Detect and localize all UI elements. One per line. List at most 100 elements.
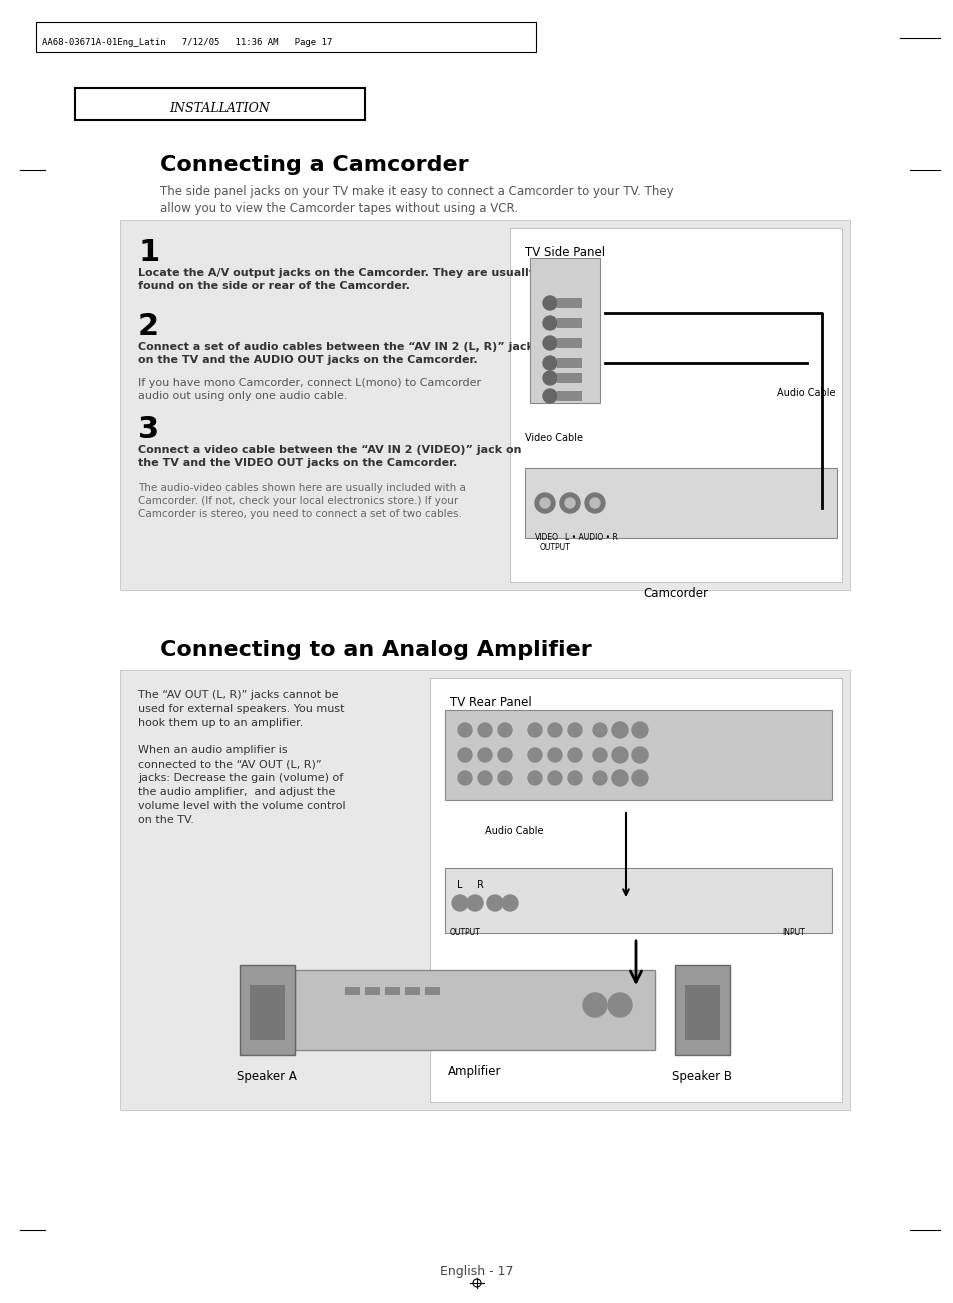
Circle shape [457,771,472,784]
Circle shape [542,371,557,384]
Text: Amplifier: Amplifier [448,1065,501,1078]
Circle shape [527,771,541,784]
Text: 3: 3 [138,414,159,444]
Bar [444,710,831,800]
Circle shape [527,723,541,737]
Bar [444,868,831,933]
Text: 1: 1 [138,238,159,267]
Bar [524,468,836,538]
Text: The audio-video cables shown here are usually included with a
Camcorder. (If not: The audio-video cables shown here are us… [138,483,465,520]
Text: TV Side Panel: TV Side Panel [524,246,604,259]
Bar [294,969,655,1050]
Circle shape [631,722,647,737]
Circle shape [612,747,627,764]
Circle shape [593,771,606,784]
Circle shape [584,493,604,513]
Polygon shape [250,985,285,1040]
Circle shape [467,895,482,911]
Text: Connect a video cable between the “AV IN 2 (VIDEO)” jack on
the TV and the VIDEO: Connect a video cable between the “AV IN… [138,446,521,468]
Text: The side panel jacks on your TV make it easy to connect a Camcorder to your TV. : The side panel jacks on your TV make it … [160,185,673,215]
Circle shape [593,748,606,762]
Circle shape [567,723,581,737]
Bar [557,373,581,383]
Text: Audio Cable: Audio Cable [484,826,543,837]
Text: When an audio amplifier is
connected to the “AV OUT (L, R)”
jacks: Decrease the : When an audio amplifier is connected to … [138,745,345,825]
Text: TV Rear Panel: TV Rear Panel [450,696,531,709]
Text: Connect a set of audio cables between the “AV IN 2 (L, R)” jacks
on the TV and t: Connect a set of audio cables between th… [138,341,540,365]
Circle shape [631,747,647,764]
Bar [430,678,841,1102]
Circle shape [607,993,631,1018]
Text: INPUT: INPUT [781,928,804,937]
Bar [36,22,536,52]
Circle shape [486,895,502,911]
Circle shape [631,770,647,786]
Polygon shape [684,985,720,1040]
Bar [557,391,581,401]
Circle shape [535,493,555,513]
Bar [424,986,439,995]
Circle shape [582,993,606,1018]
Text: L: L [456,880,462,890]
Bar [120,670,849,1110]
Bar [385,986,399,995]
Circle shape [497,771,512,784]
Circle shape [477,723,492,737]
Text: Video Cable: Video Cable [524,433,582,443]
Circle shape [457,723,472,737]
Circle shape [501,895,517,911]
Circle shape [559,493,579,513]
Text: OUTPUT: OUTPUT [539,543,570,552]
Text: INSTALLATION: INSTALLATION [170,102,270,115]
Bar [557,318,581,328]
Text: AA68-03671A-01Eng_Latin   7/12/05   11:36 AM   Page 17: AA68-03671A-01Eng_Latin 7/12/05 11:36 AM… [42,38,332,47]
Text: If you have mono Camcorder, connect L(mono) to Camcorder
audio out using only on: If you have mono Camcorder, connect L(mo… [138,378,480,401]
Circle shape [542,296,557,310]
Circle shape [542,317,557,330]
Circle shape [497,748,512,762]
Text: L • AUDIO • R: L • AUDIO • R [564,533,618,542]
Bar [75,89,365,120]
Bar [557,337,581,348]
Circle shape [567,748,581,762]
Bar [365,986,379,995]
Bar [557,298,581,308]
Text: OUTPUT: OUTPUT [450,928,480,937]
Text: R: R [476,880,483,890]
Circle shape [547,771,561,784]
Bar [120,220,849,590]
Text: English - 17: English - 17 [439,1265,514,1278]
Circle shape [477,771,492,784]
Circle shape [477,748,492,762]
Circle shape [547,723,561,737]
Circle shape [542,390,557,403]
Text: Connecting to an Analog Amplifier: Connecting to an Analog Amplifier [160,640,591,661]
Bar [530,258,599,403]
Circle shape [457,748,472,762]
Circle shape [567,771,581,784]
Bar [345,986,359,995]
Circle shape [452,895,468,911]
Bar [675,966,729,1055]
Bar [240,966,294,1055]
Circle shape [612,722,627,737]
Bar [557,358,581,367]
Circle shape [589,498,599,508]
Circle shape [564,498,575,508]
Circle shape [539,498,550,508]
Text: The “AV OUT (L, R)” jacks cannot be
used for external speakers. You must
hook th: The “AV OUT (L, R)” jacks cannot be used… [138,691,344,728]
Circle shape [542,336,557,351]
Text: 2: 2 [138,311,159,341]
Bar [405,986,419,995]
Text: Audio Cable: Audio Cable [776,388,835,397]
Circle shape [593,723,606,737]
Circle shape [547,748,561,762]
Bar [510,228,841,582]
Circle shape [612,770,627,786]
Text: Connecting a Camcorder: Connecting a Camcorder [160,155,468,175]
Circle shape [527,748,541,762]
Text: Camcorder: Camcorder [643,586,708,599]
Circle shape [497,723,512,737]
Text: Speaker B: Speaker B [671,1070,731,1083]
Text: VIDEO: VIDEO [535,533,558,542]
